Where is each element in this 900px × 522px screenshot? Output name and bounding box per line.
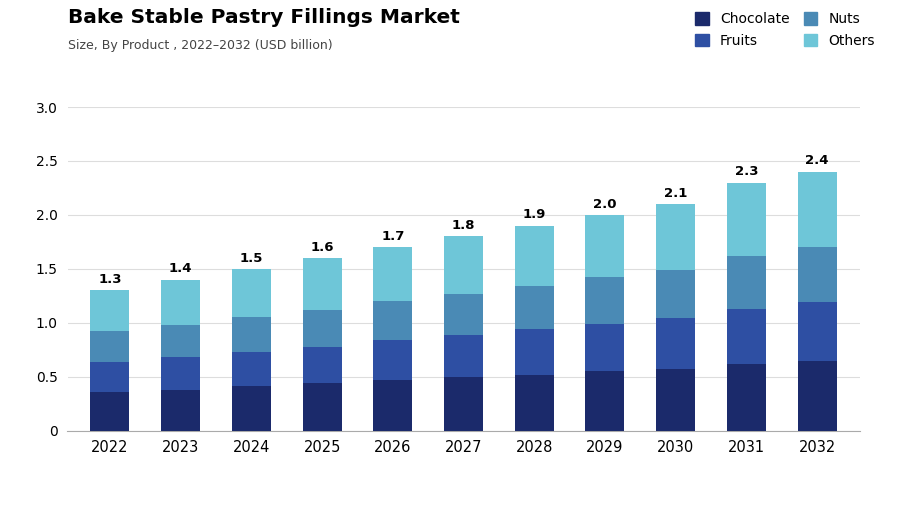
Bar — [232, 352, 271, 386]
Bar — [374, 380, 412, 431]
Bar — [515, 329, 554, 375]
Text: At the CAGR of: At the CAGR of — [18, 483, 117, 496]
Bar — [727, 183, 766, 256]
Text: Size, By Product , 2022–2032 (USD billion): Size, By Product , 2022–2032 (USD billio… — [68, 39, 332, 52]
Bar — [444, 377, 483, 431]
Bar — [374, 247, 412, 301]
Bar — [161, 389, 200, 431]
Text: 1.8: 1.8 — [452, 219, 475, 232]
Bar — [656, 369, 695, 431]
Bar — [586, 278, 625, 324]
Text: 1.3: 1.3 — [98, 273, 122, 286]
Text: 1.5: 1.5 — [239, 252, 263, 265]
Bar — [302, 347, 341, 383]
Text: Bake Stable Pastry Fillings Market: Bake Stable Pastry Fillings Market — [68, 8, 459, 27]
Bar — [161, 357, 200, 389]
Bar — [586, 371, 625, 431]
Text: 2.3: 2.3 — [734, 165, 758, 178]
Bar — [586, 215, 625, 278]
Bar — [374, 301, 412, 340]
Text: 1.9: 1.9 — [523, 208, 546, 221]
Bar — [656, 204, 695, 270]
Text: 1.4: 1.4 — [169, 262, 193, 275]
Bar — [91, 362, 130, 392]
Bar — [444, 335, 483, 377]
Bar — [161, 280, 200, 325]
Bar — [797, 247, 836, 302]
Bar — [586, 324, 625, 371]
Bar — [161, 325, 200, 357]
Bar — [515, 226, 554, 286]
Text: 1.7: 1.7 — [381, 230, 404, 243]
Bar — [797, 172, 836, 247]
Text: 2.0: 2.0 — [593, 197, 616, 210]
Text: biz: biz — [800, 461, 816, 472]
Bar — [515, 286, 554, 329]
Legend: Chocolate, Fruits, Nuts, Others: Chocolate, Fruits, Nuts, Others — [695, 12, 875, 48]
Text: size for 2032 in USD: size for 2032 in USD — [248, 483, 382, 496]
Bar — [656, 270, 695, 318]
Bar — [232, 269, 271, 317]
Text: $2.4B: $2.4B — [337, 463, 444, 496]
Text: 2.1: 2.1 — [664, 187, 688, 200]
Text: The forecasted market: The forecasted market — [248, 463, 399, 476]
Bar — [232, 386, 271, 431]
Text: MarketResearch: MarketResearch — [545, 462, 696, 481]
Bar — [91, 392, 130, 431]
Text: The Market will Grow: The Market will Grow — [18, 463, 159, 476]
Bar — [91, 331, 130, 362]
Bar — [302, 383, 341, 431]
Bar — [374, 340, 412, 380]
Text: WIDE RANGE OF GLOBAL MARKET REPORTS: WIDE RANGE OF GLOBAL MARKET REPORTS — [545, 489, 711, 499]
Text: 6.5%: 6.5% — [94, 463, 186, 496]
Text: 1.6: 1.6 — [310, 241, 334, 254]
Bar — [444, 236, 483, 294]
Bar — [91, 290, 130, 331]
Bar — [797, 361, 836, 431]
Text: ✓: ✓ — [510, 465, 536, 494]
Bar — [515, 375, 554, 431]
Bar — [302, 258, 341, 310]
Bar — [727, 256, 766, 309]
Bar — [727, 364, 766, 431]
Bar — [232, 317, 271, 352]
Bar — [656, 318, 695, 369]
Text: 2.4: 2.4 — [806, 155, 829, 168]
Bar — [797, 302, 836, 361]
Bar — [727, 309, 766, 364]
Bar — [444, 294, 483, 335]
Bar — [302, 310, 341, 347]
